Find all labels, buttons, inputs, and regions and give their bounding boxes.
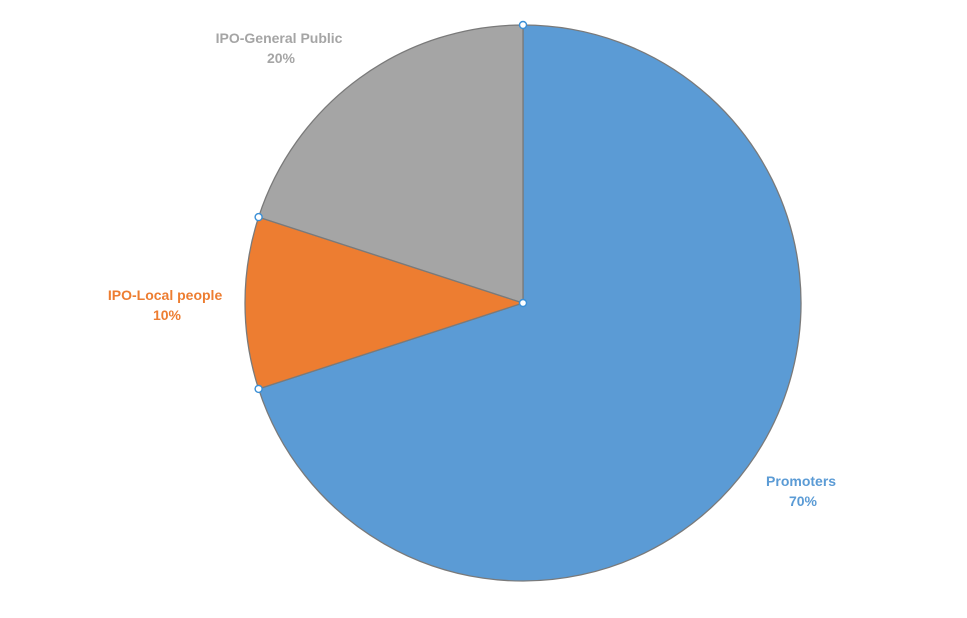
pie-slice-ipo-local-people[interactable] <box>244 216 526 390</box>
selection-handle-center[interactable] <box>518 298 528 308</box>
pie-slice-promoters[interactable] <box>257 24 802 582</box>
pie-data-labels: Promoters 70% IPO-Local people 10% IPO-G… <box>108 30 840 509</box>
pie-slice-ipo-general-public[interactable] <box>257 24 524 304</box>
selection-handles <box>254 20 528 394</box>
data-label-promoters-percent: 70% <box>789 493 818 509</box>
selection-handle-2[interactable] <box>254 384 263 394</box>
data-label-ipo-local-people-name: IPO-Local people <box>108 287 223 303</box>
data-label-ipo-local-people: IPO-Local people 10% <box>108 287 226 323</box>
data-label-promoters-name: Promoters <box>766 473 836 489</box>
data-label-ipo-general-public-percent: 20% <box>267 50 296 66</box>
data-label-ipo-local-people-percent: 10% <box>153 307 182 323</box>
pie-slices <box>244 24 802 582</box>
selection-handle-1[interactable] <box>518 20 528 30</box>
data-label-promoters: Promoters 70% <box>766 473 840 509</box>
selection-handle-3[interactable] <box>254 212 263 222</box>
data-label-ipo-general-public: IPO-General Public 20% <box>216 30 347 66</box>
data-label-ipo-general-public-name: IPO-General Public <box>216 30 343 46</box>
